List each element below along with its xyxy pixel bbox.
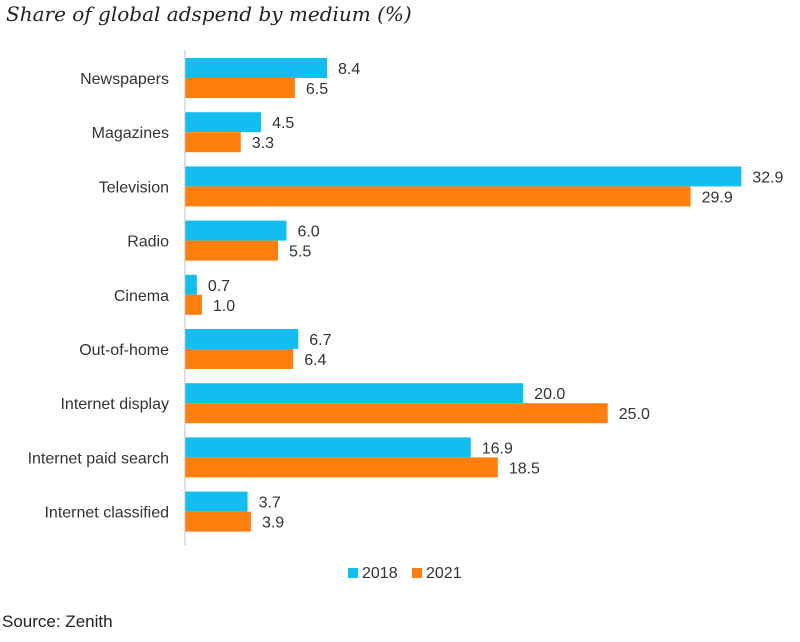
bar-2018 [185,166,742,187]
data-label: 29.9 [702,189,733,206]
data-label: 6.4 [304,352,326,369]
bar-2018 [185,491,248,512]
category-label: Television [99,179,169,196]
bar-2021 [185,511,251,532]
category-label: Internet paid search [28,450,169,467]
bar-2018 [185,437,471,458]
category-label: Newspapers [80,71,169,88]
legend-label: 2018 [362,565,398,582]
bar-2021 [185,186,691,207]
bar-2021 [185,349,294,369]
data-label: 1.0 [213,298,235,315]
category-label: Internet classified [44,505,169,522]
category-label: Out-of-home [79,342,169,359]
data-label: 25.0 [619,406,650,423]
data-label: 6.7 [309,332,331,349]
bar-2021 [185,403,608,424]
category-label: Magazines [92,125,169,142]
bar-2018 [185,112,262,133]
data-label: 32.9 [752,169,783,186]
bar-2018 [185,329,299,349]
data-label: 3.9 [262,515,284,532]
data-label: 5.5 [289,244,311,261]
bar-chart: Newspapers 8.4 6.5 Magazines 4.5 3.3 Televisio… [28,50,784,582]
legend-label: 2021 [426,565,462,582]
category-label: Radio [127,234,169,251]
data-label: 4.5 [272,115,294,132]
bar-2021 [185,132,241,153]
bar-2018 [185,383,524,404]
chart-title: Share of global adspend by medium (%) [6,2,412,26]
category-label: Internet display [60,396,169,413]
data-label: 3.3 [252,135,274,152]
data-label: 3.7 [259,495,281,512]
bar-2018 [185,58,328,78]
data-label: 18.5 [509,460,540,477]
bar-2021 [185,294,202,315]
legend-swatch [412,568,422,578]
bar-2021 [185,240,278,261]
data-label: 6.0 [297,224,319,241]
data-label: 16.9 [482,440,513,457]
source-note: Source: Zenith [2,612,113,631]
data-label: 8.4 [338,61,360,78]
category-label: Cinema [114,288,169,305]
bar-2018 [185,274,197,295]
bar-2021 [185,457,498,478]
data-label: 0.7 [208,278,230,295]
bar-2021 [185,78,295,98]
legend-swatch [348,568,358,578]
data-label: 20.0 [534,386,565,403]
bar-2018 [185,220,287,241]
data-label: 6.5 [306,81,328,98]
